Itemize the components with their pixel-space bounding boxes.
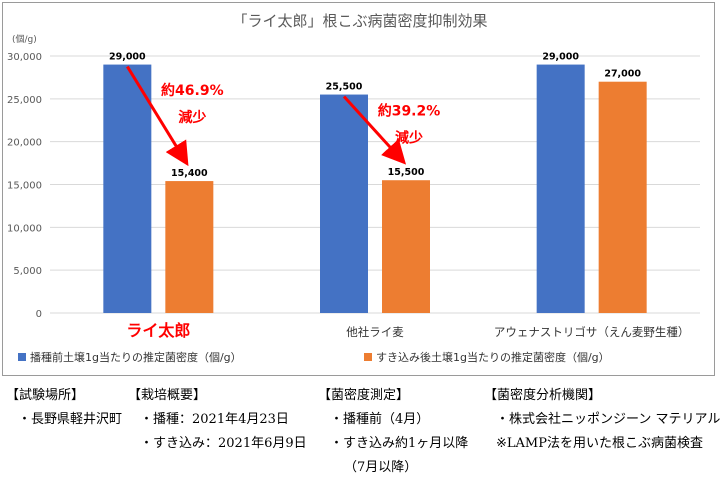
info-measurement-item: （7月以降） bbox=[344, 460, 418, 475]
info-agency: 【菌密度分析機関】 ・株式会社ニッポンジーン マテリアル ※LAMP法を用いた根… bbox=[484, 384, 720, 456]
info-agency-heading: 【菌密度分析機関】 bbox=[484, 388, 602, 403]
info-location: 【試験場所】 ・長野県軽井沢町 bbox=[6, 384, 122, 432]
data-label: 29,000 bbox=[542, 52, 579, 63]
reduction-percent: 約39.2% bbox=[378, 103, 441, 120]
reduction-arrow bbox=[342, 95, 407, 165]
bar-before bbox=[103, 64, 152, 313]
data-label: 15,400 bbox=[171, 168, 208, 179]
bar-after bbox=[382, 180, 430, 313]
info-measurement-item: ・すき込み約1ヶ月以降 bbox=[330, 436, 469, 451]
info-agency-item: ※LAMP法を用いた根こぶ病菌検査 bbox=[496, 436, 703, 451]
info-cultivation-item: ・播種：2021年4月23日 bbox=[140, 412, 289, 427]
info-measurement-item: ・播種前（4月） bbox=[330, 412, 430, 427]
bar-after bbox=[598, 81, 647, 313]
info-agency-item: ・株式会社ニッポンジーン マテリアル bbox=[496, 412, 720, 427]
data-label: 29,000 bbox=[109, 52, 146, 63]
bar-before bbox=[536, 64, 585, 313]
legend-label: すき込み後土壌1g当たりの推定菌密度（個/g） bbox=[376, 350, 610, 364]
y-tick-label: 15,000 bbox=[7, 181, 42, 192]
bar-after bbox=[165, 181, 214, 313]
y-tick-label: 10,000 bbox=[7, 223, 42, 234]
reduction-label: 減少 bbox=[178, 109, 206, 126]
y-tick-label: 0 bbox=[36, 309, 42, 320]
reduction-arrow bbox=[126, 65, 189, 167]
chart-frame bbox=[2, 2, 715, 376]
category-label: アウェナストリゴサ（えん麦野生種） bbox=[494, 325, 690, 339]
info-cultivation-heading: 【栽培概要】 bbox=[128, 388, 207, 403]
y-tick-label: 30,000 bbox=[7, 52, 42, 63]
info-location-item: ・長野県軽井沢町 bbox=[18, 412, 123, 427]
data-label: 15,500 bbox=[388, 167, 425, 178]
reduction-percent: 約46.9% bbox=[161, 82, 224, 99]
bar-chart: 「ライ太郎」根こぶ病菌密度抑制効果 (個/g) 0 5,000 10,000 15,0… bbox=[7, 12, 700, 364]
bar-before bbox=[320, 94, 368, 313]
category-label: ライ太郎 bbox=[126, 321, 190, 340]
y-tick-label: 25,000 bbox=[7, 95, 42, 106]
data-label: 27,000 bbox=[604, 69, 641, 80]
legend-swatch bbox=[364, 353, 372, 361]
info-cultivation-item: ・すき込み：2021年6月9日 bbox=[140, 436, 307, 451]
reduction-label: 減少 bbox=[395, 130, 423, 147]
data-label: 25,500 bbox=[326, 82, 363, 93]
y-axis-unit: (個/g) bbox=[12, 33, 37, 45]
legend-label: 播種前土壌1g当たりの推定菌密度（個/g） bbox=[30, 350, 242, 364]
legend-swatch bbox=[18, 353, 26, 361]
info-cultivation: 【栽培概要】 ・播種：2021年4月23日 ・すき込み：2021年6月9日 bbox=[128, 384, 307, 456]
category-label: 他社ライ麦 bbox=[346, 325, 404, 339]
info-location-heading: 【試験場所】 bbox=[6, 388, 85, 403]
y-tick-label: 20,000 bbox=[7, 138, 42, 149]
info-measurement-heading: 【菌密度測定】 bbox=[318, 388, 410, 403]
chart-title: 「ライ太郎」根こぶ病菌密度抑制効果 bbox=[232, 12, 487, 30]
info-measurement: 【菌密度測定】 ・播種前（4月） ・すき込み約1ヶ月以降 （7月以降） bbox=[318, 384, 468, 480]
y-tick-label: 5,000 bbox=[13, 266, 42, 277]
